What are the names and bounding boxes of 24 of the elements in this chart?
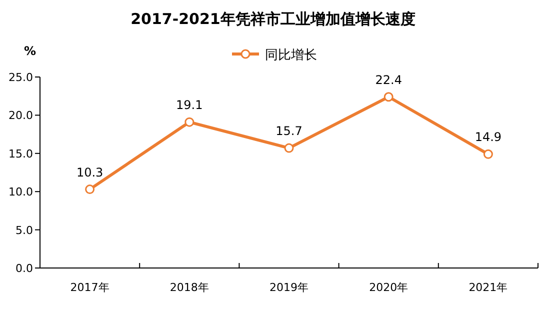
x-tick-label: 2017年 xyxy=(70,281,110,294)
point xyxy=(483,149,493,159)
data-label: 22.4 xyxy=(375,72,402,87)
point xyxy=(284,143,294,153)
legend-label: 同比增长 xyxy=(265,48,317,63)
x-tick-label: 2020年 xyxy=(369,281,408,294)
chart-title: 2017-2021年凭祥市工业增加值增长速度 xyxy=(130,10,416,28)
y-axis-title: % xyxy=(24,44,36,58)
point xyxy=(184,117,194,127)
x-tick-label: 2021年 xyxy=(468,281,508,294)
y-tick-label: 5.0 xyxy=(16,224,33,237)
data-label: 19.1 xyxy=(176,98,203,112)
y-tick-label: 15.0 xyxy=(8,147,33,160)
x-tick-label: 2019年 xyxy=(270,281,308,294)
y-tick-label: 20.0 xyxy=(8,109,33,122)
data-label: 10.3 xyxy=(76,165,104,180)
data-label: 15.7 xyxy=(276,124,302,138)
point xyxy=(384,92,394,102)
point xyxy=(85,184,95,194)
x-tick-label: 2018年 xyxy=(170,281,209,294)
y-tick-label: 10.0 xyxy=(8,186,33,199)
data-label: 14.9 xyxy=(474,130,502,144)
y-tick-label: 0.0 xyxy=(16,262,33,275)
y-tick-label: 25.0 xyxy=(8,71,33,84)
